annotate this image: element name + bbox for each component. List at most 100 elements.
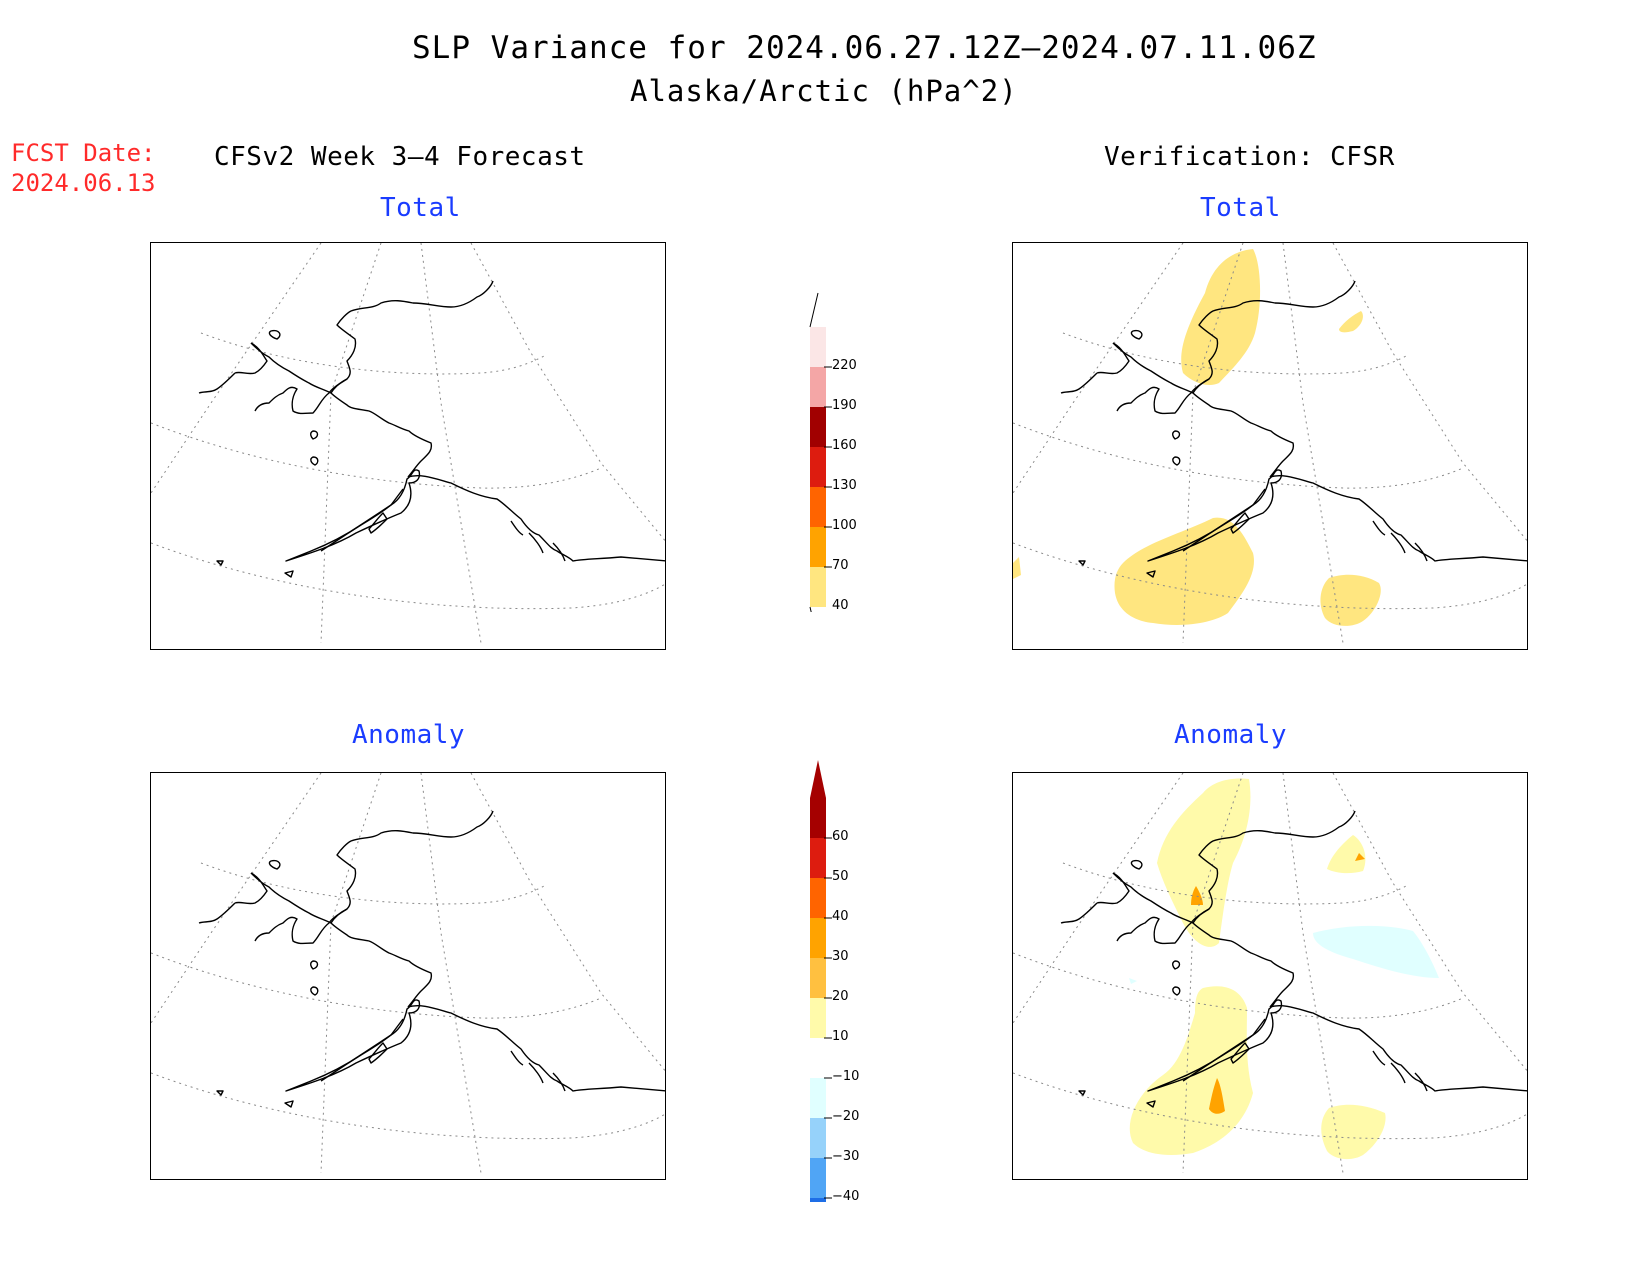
colorbar-anomaly	[810, 760, 832, 1202]
coastline	[1146, 570, 1156, 578]
coastline	[250, 872, 332, 924]
coastline	[1192, 810, 1356, 1008]
colorbar-swatch	[810, 1118, 826, 1158]
coastline	[1060, 372, 1098, 394]
grid-line	[470, 773, 665, 1072]
grid-line	[1332, 243, 1527, 542]
coastline	[552, 542, 566, 562]
coastline	[368, 1042, 388, 1064]
grid-line	[1013, 542, 1527, 610]
map-forecast-total	[151, 243, 665, 644]
coastline	[1182, 488, 1266, 552]
grid-line	[151, 422, 602, 489]
fcst-date-value: 2024.06.13	[11, 169, 156, 197]
coastline	[310, 456, 319, 466]
grid-line	[200, 862, 547, 905]
coastline	[1414, 542, 1428, 562]
coastline	[1390, 532, 1406, 554]
coastline	[284, 570, 294, 578]
coastline	[1096, 872, 1130, 905]
grid-line	[151, 243, 322, 494]
colorbar-swatch	[810, 998, 826, 1038]
anomaly-contour-neg10	[1129, 978, 1137, 984]
anomaly-contour-30-40	[1355, 853, 1365, 861]
coastline	[1096, 342, 1130, 375]
coastline	[407, 1004, 665, 1092]
colorbar-swatch	[810, 327, 826, 367]
colorbar-tick-label: 20	[832, 989, 849, 1004]
coastline	[284, 1100, 294, 1108]
colorbar-tick-label: 40	[832, 598, 849, 613]
coastline	[1192, 280, 1356, 478]
coastline	[1112, 342, 1194, 394]
colorbar-swatch	[810, 527, 826, 567]
grid-line	[1182, 773, 1244, 1174]
coastline	[216, 1090, 224, 1096]
coastline	[216, 560, 224, 566]
coastline	[1414, 1072, 1428, 1092]
coastline	[285, 999, 421, 1092]
anomaly-contour-30-40	[1209, 1078, 1225, 1114]
coastline	[1172, 960, 1181, 970]
anomaly-contour-10-20	[1129, 986, 1253, 1155]
coastline	[310, 986, 319, 996]
map-panel-forecast-total	[150, 242, 666, 650]
colorbar-swatch	[810, 1038, 826, 1078]
map-panel-verification-anomaly	[1012, 772, 1528, 1180]
colorbar-cap-bottom	[810, 607, 826, 612]
grid-line	[151, 542, 665, 610]
coastline	[250, 342, 332, 394]
map-panel-forecast-anomaly	[150, 772, 666, 1180]
coastline	[510, 1050, 524, 1066]
colorbar-tick-label: −20	[832, 1109, 860, 1124]
colorbar-swatch	[810, 798, 826, 838]
coastline	[1269, 1004, 1527, 1092]
colorbar-swatch	[810, 367, 826, 407]
colorbar-total	[809, 292, 832, 612]
grid-line	[1182, 243, 1244, 644]
chart-subtitle: Alaska/Arctic (hPa^2)	[630, 74, 1018, 108]
coastline	[1060, 902, 1098, 924]
colorbar-swatch	[810, 918, 826, 958]
coastline	[1390, 1062, 1406, 1084]
colorbar-tick-label: 30	[832, 949, 849, 964]
grid-line	[151, 1072, 665, 1140]
colorbar-swatch	[810, 1198, 826, 1202]
coastline	[552, 1072, 566, 1092]
coastline	[528, 1062, 544, 1084]
coastline	[510, 520, 524, 536]
coastline	[1130, 859, 1143, 870]
coastline	[234, 342, 268, 375]
coastline	[1146, 1100, 1156, 1108]
variance-contour-40-70	[1320, 574, 1381, 626]
panel-label-forecast-total: Total	[380, 193, 461, 223]
map-forecast-anomaly	[151, 773, 665, 1174]
anomaly-contour-10-20	[1321, 1104, 1386, 1160]
coastline	[285, 469, 421, 562]
colorbar-swatch	[810, 447, 826, 487]
colorbar-tick-label: 50	[832, 869, 849, 884]
coastline	[1372, 520, 1386, 536]
coastline	[234, 872, 268, 905]
panel-label-verification-total: Total	[1200, 193, 1281, 223]
coastline	[268, 329, 281, 340]
grid-line	[1013, 422, 1464, 489]
colorbar-swatch	[810, 878, 826, 918]
variance-contour-40-70	[1114, 517, 1254, 625]
colorbar-tick-label: 160	[832, 438, 857, 453]
anomaly-contour-10-20	[1327, 835, 1366, 874]
map-panel-verification-total	[1012, 242, 1528, 650]
coastline	[407, 474, 665, 562]
colorbar-tick-label: −40	[832, 1189, 860, 1204]
grid-line	[1332, 773, 1527, 1072]
grid-line	[1013, 773, 1184, 1024]
colorbar-tick-label: 220	[832, 358, 857, 373]
colorbar-tick-label: 60	[832, 829, 849, 844]
coastline	[198, 902, 236, 924]
coastline	[330, 280, 494, 478]
colorbar-outline	[809, 292, 819, 612]
coastline	[1147, 999, 1283, 1092]
coastline	[1172, 986, 1181, 996]
grid-line	[151, 952, 602, 1019]
anomaly-contour-10-20	[1157, 778, 1251, 947]
